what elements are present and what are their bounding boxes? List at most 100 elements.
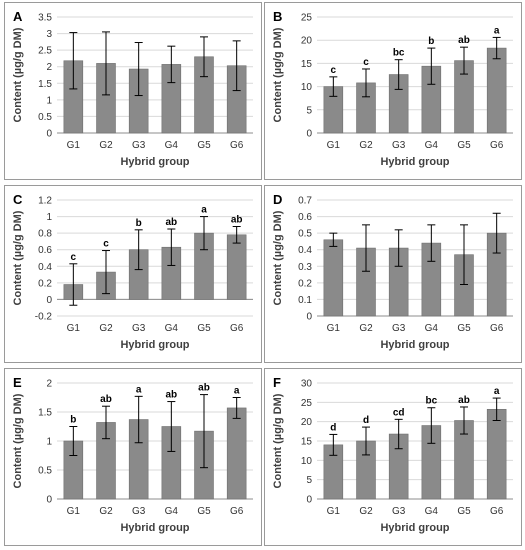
bar: [226, 407, 247, 500]
y-tick-label: 0.5: [38, 466, 52, 477]
y-tick-label: -0.2: [35, 312, 53, 323]
significance-letter: b: [136, 218, 142, 229]
y-tick-label: 0: [306, 129, 312, 140]
y-tick-label: 10: [301, 456, 313, 467]
significance-letter: a: [494, 25, 500, 36]
significance-letter: ab: [165, 217, 177, 228]
x-tick-label: G1: [67, 323, 81, 334]
x-tick-label: G6: [230, 140, 244, 151]
y-tick-label: 20: [301, 36, 313, 47]
panel-c: C -0.2 0 0.2 0.4 0.6 0.8 1 1.2 c G1 c G2 b G3 ab G4 a G5 ab…: [4, 185, 262, 363]
y-tick-label: 30: [301, 379, 313, 390]
x-tick-label: G1: [67, 506, 81, 517]
panel-letter: D: [273, 192, 282, 207]
x-tick-label: G3: [132, 140, 146, 151]
x-tick-label: G1: [327, 323, 341, 334]
x-tick-label: G4: [165, 140, 179, 151]
significance-letter: c: [71, 252, 77, 263]
significance-letter: ab: [231, 215, 243, 226]
x-tick-label: G2: [99, 506, 113, 517]
x-tick-label: G6: [230, 323, 244, 334]
panel-letter: F: [273, 375, 281, 390]
y-tick-label: 0: [46, 295, 52, 306]
significance-letter: ab: [458, 35, 470, 46]
y-axis-title: Content (µg/g DM): [272, 393, 284, 488]
significance-letter: c: [363, 57, 369, 68]
x-tick-label: G2: [359, 506, 373, 517]
significance-letter: a: [494, 386, 500, 397]
x-tick-label: G6: [230, 506, 244, 517]
significance-letter: ab: [458, 395, 470, 406]
y-tick-label: 1: [46, 95, 52, 106]
y-tick-label: 0.6: [38, 245, 52, 256]
significance-letter: bc: [425, 396, 437, 407]
panel-letter: A: [13, 9, 23, 24]
bar: [486, 47, 507, 134]
x-tick-label: G4: [165, 506, 179, 517]
chart-b: B 0 5 10 15 20 25 c G1 c G2 bc G3 b G4 ab G5 a G6 Hybrid gr…: [272, 9, 513, 168]
bar: [226, 234, 247, 300]
y-tick-label: 1.5: [38, 79, 52, 90]
x-tick-label: G3: [392, 506, 406, 517]
x-tick-label: G1: [67, 140, 81, 151]
significance-letter: b: [70, 415, 76, 426]
y-tick-label: 0.7: [298, 196, 312, 207]
chart-e: E 0 0.5 1 1.5 2 b G1 ab G2 a G3 ab G4 ab G5 a G6 Hybrid gr…: [12, 375, 253, 534]
y-tick-label: 0.3: [298, 262, 312, 273]
x-tick-label: G5: [197, 506, 211, 517]
panel-a: A 0 0.5 1 1.5 2 2.5 3 3.5 G1 G2 G3 G4 G5 G6 Hybrid grou…: [4, 2, 262, 180]
bar: [323, 239, 344, 317]
significance-letter: d: [330, 422, 336, 433]
y-tick-label: 5: [306, 475, 312, 486]
x-tick-label: G6: [490, 140, 504, 151]
significance-letter: ab: [198, 383, 210, 394]
y-tick-label: 1.5: [38, 408, 52, 419]
y-tick-label: 0.5: [298, 229, 312, 240]
x-tick-label: G4: [425, 140, 439, 151]
x-tick-label: G5: [197, 140, 211, 151]
y-tick-label: 2: [46, 62, 52, 73]
y-tick-label: 0.4: [38, 262, 52, 273]
significance-letter: ab: [100, 394, 112, 405]
x-tick-label: G1: [327, 140, 341, 151]
significance-letter: ab: [165, 390, 177, 401]
panel-f: F 0 5 10 15 20 25 30 d G1 d G2 cd G3 bc G4 ab G5 a G6 Hybrid…: [264, 368, 522, 546]
significance-letter: b: [428, 36, 434, 47]
chart-a: A 0 0.5 1 1.5 2 2.5 3 3.5 G1 G2 G3 G4 G5 G6 Hybrid grou…: [12, 9, 253, 168]
x-tick-label: G6: [490, 323, 504, 334]
y-axis-title: Content (µg/g DM): [272, 210, 284, 305]
y-tick-label: 0.6: [298, 212, 312, 223]
panel-letter: C: [13, 192, 23, 207]
chart-d: D 0 0.1 0.2 0.3 0.4 0.5 0.6 0.7 G1 G2 G3 G4 G5 G6 Hybri…: [272, 192, 513, 351]
y-axis-title: Content (µg/g DM): [12, 210, 24, 305]
y-tick-label: 10: [301, 82, 313, 93]
y-axis-title: Content (µg/g DM): [272, 27, 284, 122]
y-tick-label: 1.2: [38, 196, 52, 207]
chart-f: F 0 5 10 15 20 25 30 d G1 d G2 cd G3 bc G4 ab G5 a G6 Hybrid…: [272, 375, 513, 534]
significance-letter: a: [201, 205, 207, 216]
x-tick-label: G5: [457, 323, 471, 334]
significance-letter: c: [331, 65, 337, 76]
y-tick-label: 3: [46, 29, 52, 40]
y-tick-label: 3.5: [38, 13, 52, 24]
x-tick-label: G2: [99, 323, 113, 334]
x-axis-title: Hybrid group: [380, 156, 449, 168]
y-tick-label: 0.2: [38, 278, 52, 289]
y-tick-label: 0.5: [38, 112, 52, 123]
y-tick-label: 0.1: [298, 295, 312, 306]
x-tick-label: G5: [197, 323, 211, 334]
x-axis-title: Hybrid group: [120, 156, 189, 168]
x-tick-label: G3: [132, 323, 146, 334]
y-tick-label: 1: [46, 437, 52, 448]
panel-b: B 0 5 10 15 20 25 c G1 c G2 bc G3 b G4 ab G5 a G6 Hybrid gr…: [264, 2, 522, 180]
y-axis-title: Content (µg/g DM): [12, 27, 24, 122]
significance-letter: cd: [393, 407, 405, 418]
x-axis-title: Hybrid group: [380, 339, 449, 351]
y-tick-label: 2.5: [38, 46, 52, 57]
significance-letter: c: [103, 239, 109, 250]
y-tick-label: 0: [46, 495, 52, 506]
y-tick-label: 0: [306, 495, 312, 506]
x-tick-label: G4: [425, 506, 439, 517]
y-tick-label: 0: [46, 129, 52, 140]
y-tick-label: 15: [301, 59, 313, 70]
